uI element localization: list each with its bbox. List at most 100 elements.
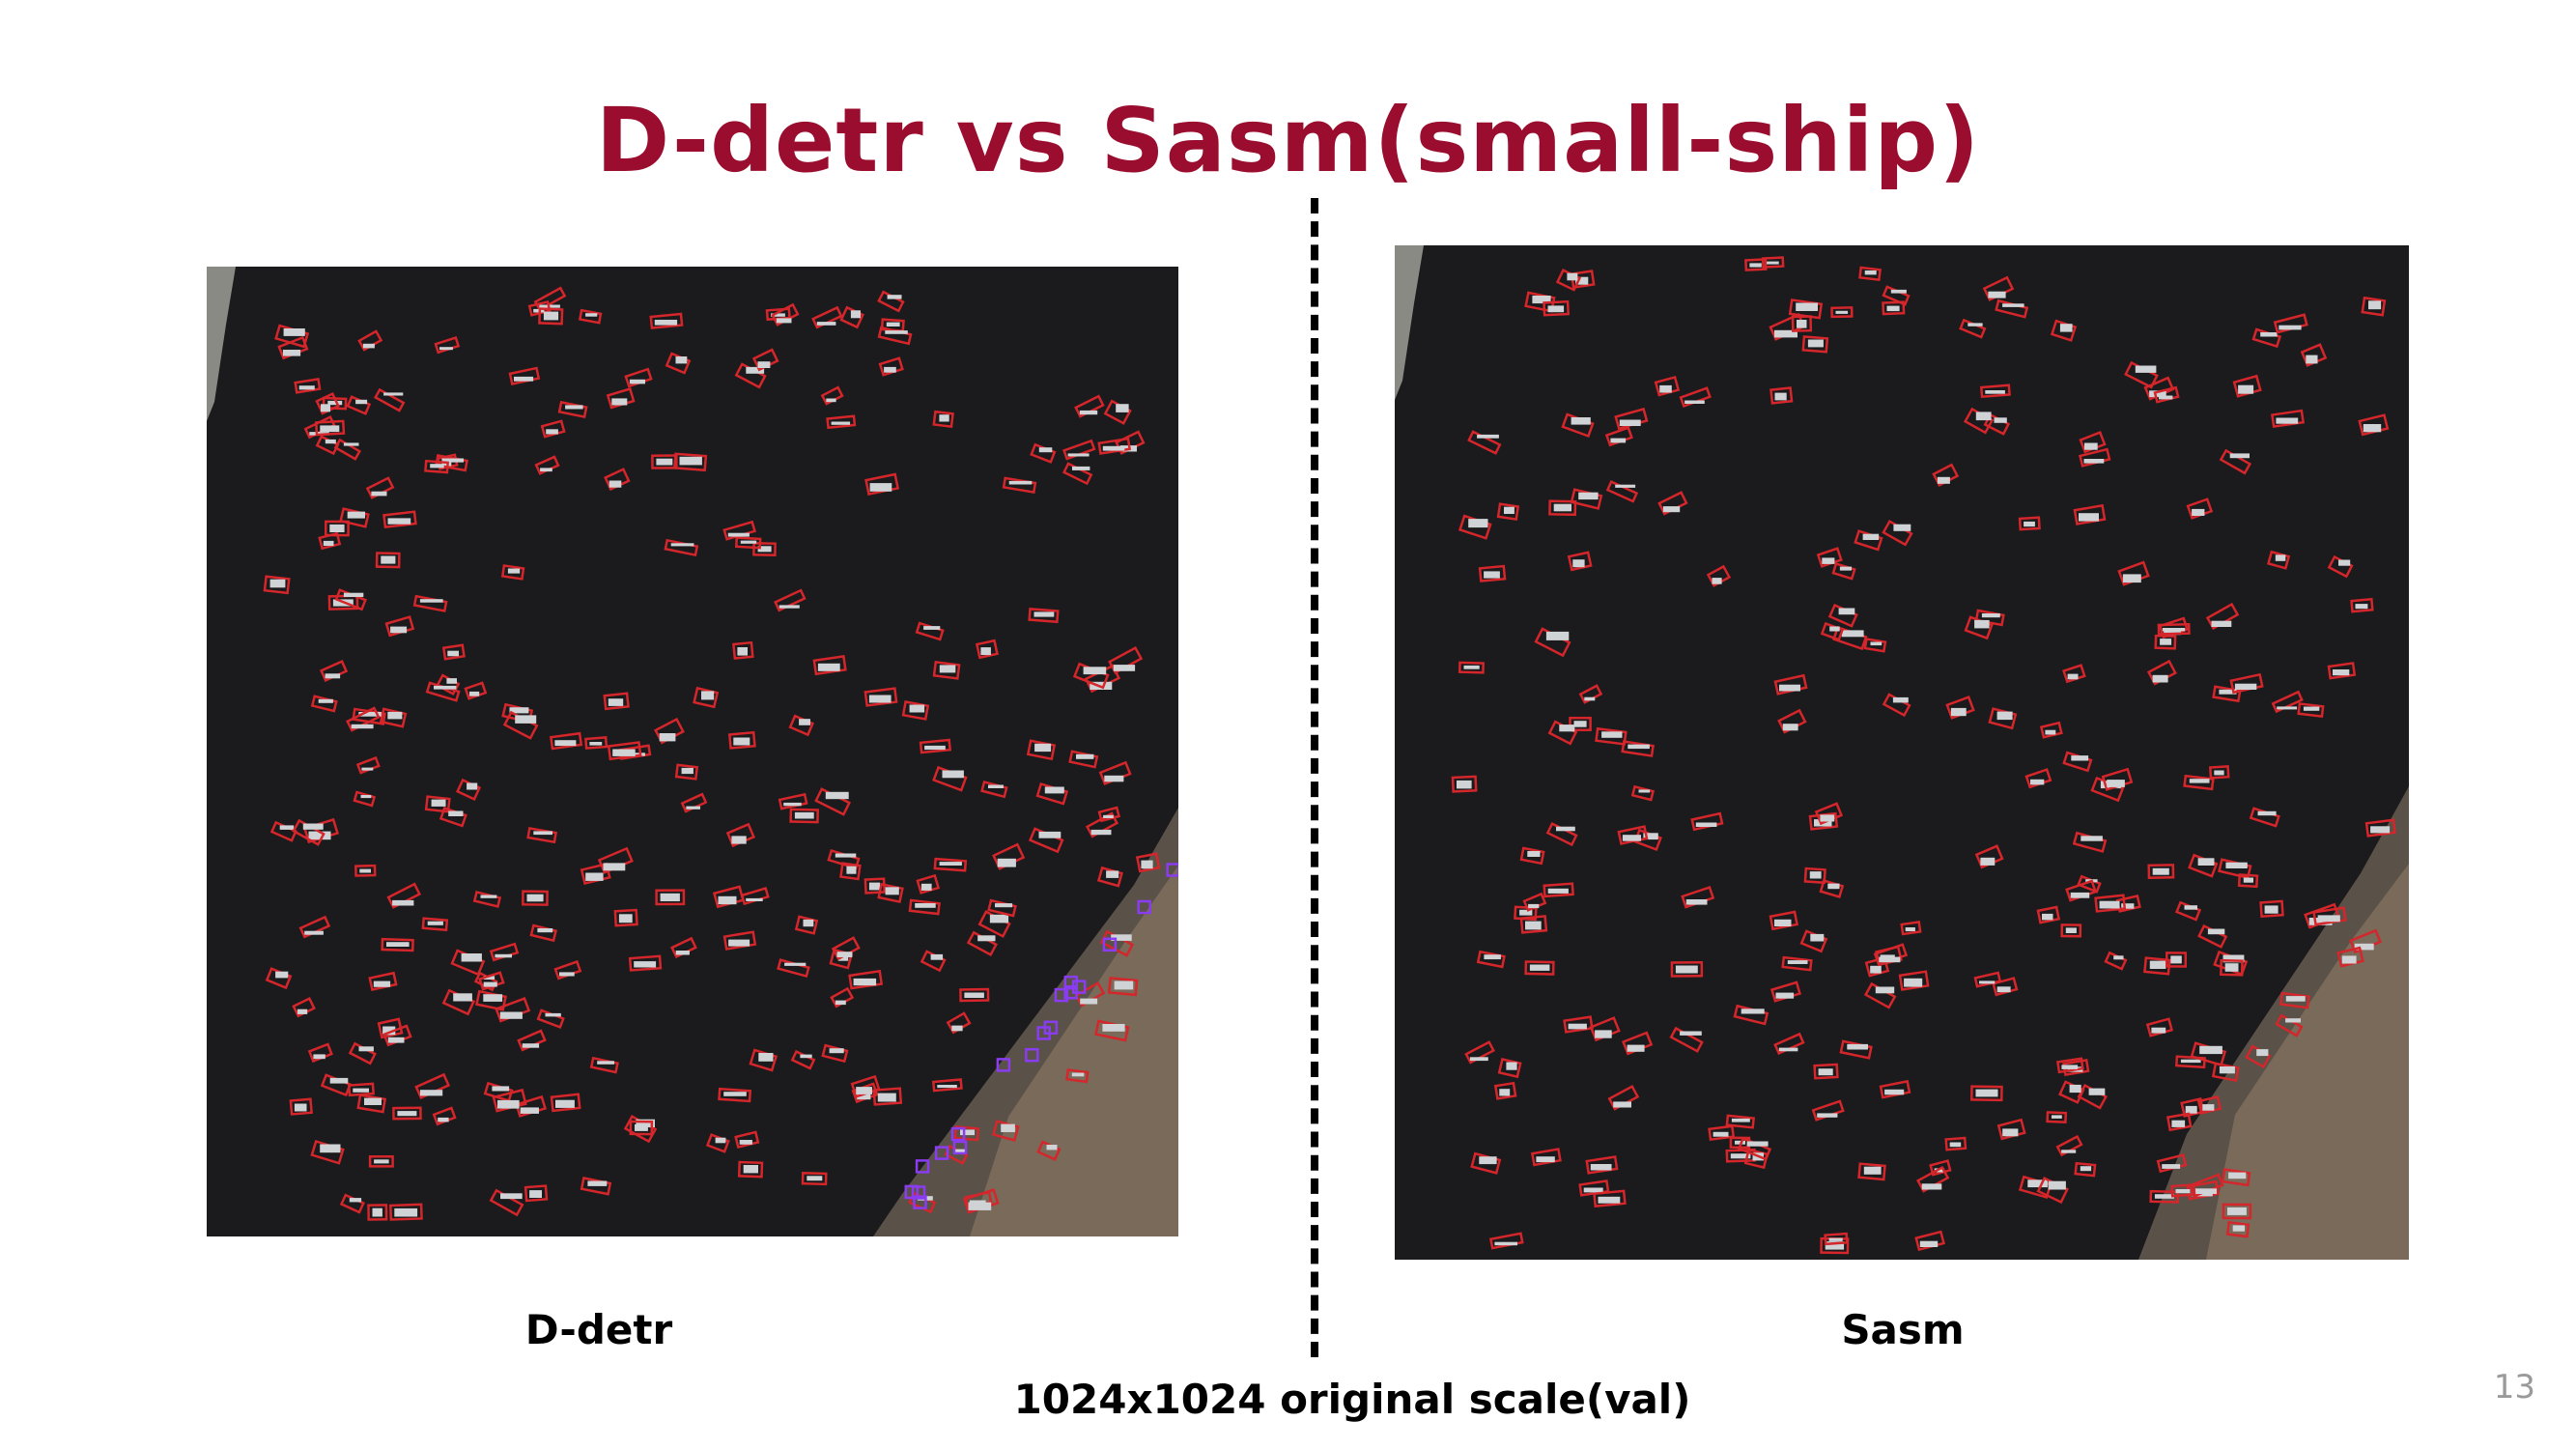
ship — [2363, 424, 2382, 433]
ship — [318, 698, 333, 703]
ship-detection-box — [1973, 971, 2002, 988]
ship — [980, 647, 991, 656]
sasm-detection-overlay — [1395, 245, 2409, 1260]
ship — [2194, 1188, 2217, 1194]
ship — [660, 893, 680, 901]
ship — [953, 1149, 966, 1152]
ship — [522, 1043, 540, 1048]
ship-detection-box — [412, 594, 448, 612]
ship — [2264, 905, 2279, 914]
ship — [850, 310, 861, 319]
ship — [1835, 310, 1849, 314]
ship-detection-box — [533, 286, 567, 312]
ship — [1730, 1153, 1751, 1159]
ship — [1807, 339, 1824, 348]
ship — [1827, 883, 1840, 890]
ship — [659, 733, 676, 742]
ship-detection-box — [2196, 1094, 2222, 1115]
ship — [1610, 438, 1627, 443]
ship-detection-box — [475, 989, 507, 1011]
ship — [2219, 689, 2237, 695]
ship — [939, 862, 962, 866]
ship — [868, 695, 892, 703]
ship-detection-box — [2147, 864, 2175, 879]
ship-detection-box — [379, 707, 408, 728]
ship — [960, 1129, 975, 1136]
ship-detection-box — [1621, 740, 1655, 757]
ship — [1103, 814, 1114, 818]
ship — [2317, 915, 2340, 923]
ship — [1847, 1043, 1868, 1050]
ship — [831, 421, 851, 425]
ship — [1457, 780, 1472, 789]
ship — [675, 951, 690, 955]
ship — [686, 806, 700, 810]
ship-detection-box — [381, 937, 414, 952]
ship — [679, 456, 702, 466]
ship — [2149, 960, 2166, 969]
ship-detection-box — [1831, 562, 1856, 581]
ship-detection-box — [2036, 905, 2061, 924]
ship — [2070, 892, 2090, 898]
ship — [2002, 303, 2024, 307]
ship-detection-box — [2170, 1183, 2196, 1198]
ship — [737, 647, 748, 656]
ship-detection-box — [2039, 721, 2063, 739]
ship — [2368, 300, 2382, 310]
ship-detection-box — [629, 1120, 654, 1136]
ship — [1886, 305, 1900, 312]
ship — [392, 899, 414, 906]
ship — [480, 895, 497, 898]
ship — [1774, 392, 1787, 401]
ship-detection-box — [1813, 1063, 1839, 1080]
land-detection-box — [904, 1184, 920, 1200]
ship-detection-box — [1476, 950, 1506, 969]
ship-detection-box — [2062, 1059, 2090, 1076]
ship — [968, 1202, 992, 1210]
ship-detection-box — [811, 305, 843, 329]
ship-detection-box — [2072, 831, 2108, 853]
ship — [2285, 996, 2306, 1002]
ship-detection-box — [584, 736, 609, 750]
ship — [2154, 1194, 2174, 1199]
ship — [2071, 755, 2089, 761]
ship — [1685, 899, 1708, 905]
ship-detection-box — [821, 1043, 849, 1064]
ship-detection-box — [1824, 1232, 1849, 1246]
ship-detection-box — [1708, 1124, 1736, 1142]
ship-detection-box — [826, 414, 857, 430]
ship — [1904, 978, 1923, 987]
ship-detection-box — [389, 1203, 423, 1221]
ship — [387, 1037, 405, 1043]
ship — [1828, 1237, 1843, 1241]
ship-detection-box — [310, 695, 338, 713]
ship — [1996, 711, 2013, 721]
ship — [537, 928, 553, 933]
ship-detection-box — [1593, 1189, 1627, 1208]
ship — [304, 930, 324, 935]
ship-detection-box — [1944, 1136, 1967, 1151]
ship-detection-box — [2094, 894, 2127, 913]
ship — [920, 883, 932, 891]
ship — [807, 1176, 823, 1181]
ship — [612, 749, 636, 756]
ship — [2238, 384, 2254, 394]
ship-detection-box — [483, 1081, 514, 1103]
ship — [1469, 1057, 1488, 1062]
ship-detection-box — [392, 1106, 422, 1121]
ship-detection-box — [2183, 774, 2215, 791]
ship — [325, 673, 341, 679]
ship — [728, 939, 750, 947]
ship — [2197, 858, 2215, 866]
ship-detection-box — [2350, 597, 2374, 613]
ship-detection-box — [2225, 1221, 2250, 1238]
ship — [635, 1124, 648, 1131]
ship — [1532, 296, 1551, 304]
ship — [361, 767, 374, 771]
ship — [2257, 810, 2277, 816]
ship-detection-box — [1820, 621, 1845, 641]
ship — [2024, 521, 2035, 527]
ship — [323, 540, 334, 547]
ship — [608, 698, 624, 706]
ship — [681, 767, 694, 775]
